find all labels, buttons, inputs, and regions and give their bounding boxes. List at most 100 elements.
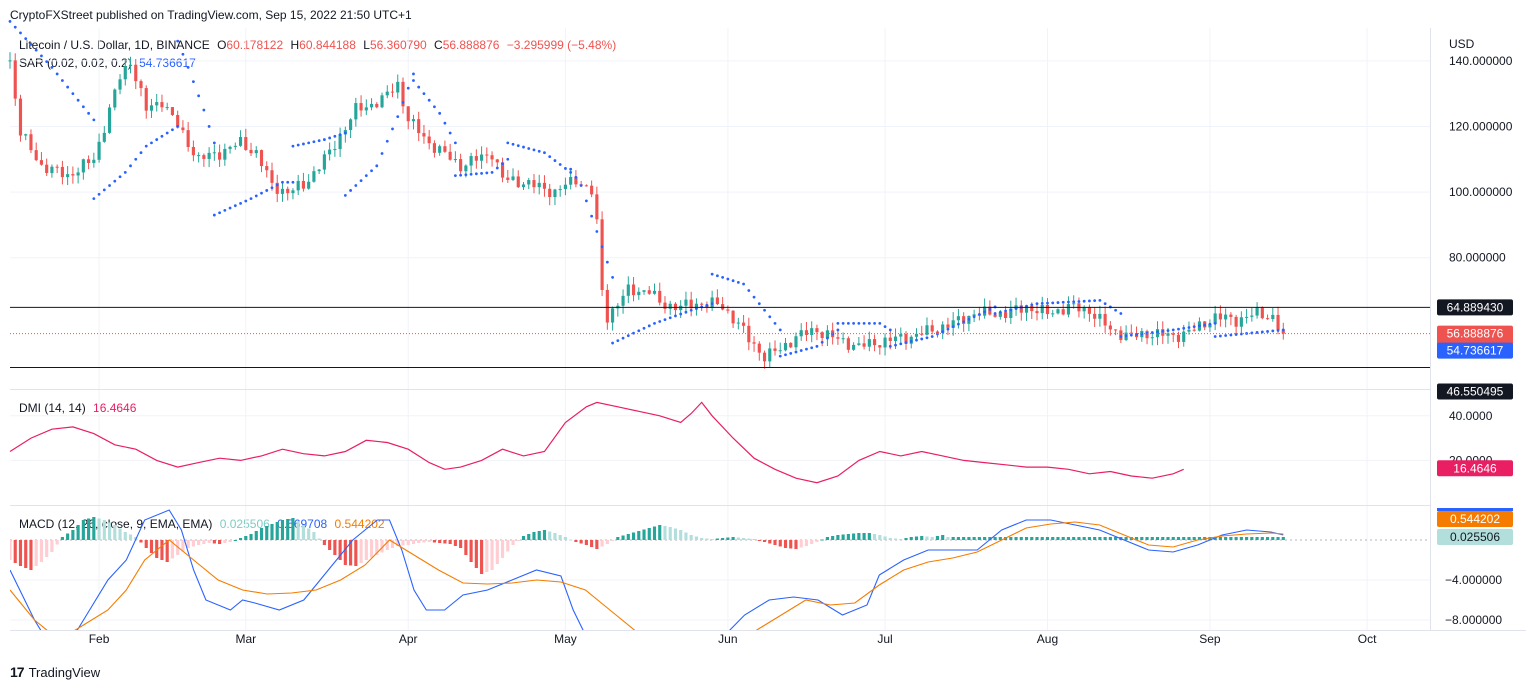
sar-dot: [731, 279, 735, 283]
sar-dot: [742, 282, 745, 286]
macd-hist-bar: [301, 525, 306, 540]
sar-dot: [763, 308, 766, 312]
sar-dot: [1088, 299, 1091, 303]
macd-hist-bar: [941, 535, 945, 540]
candle-body: [694, 303, 698, 309]
macd-hist-bar: [139, 540, 143, 543]
macd-hist-bar: [721, 538, 725, 540]
macd-hist-bar: [390, 540, 395, 548]
sar-dot: [537, 149, 541, 153]
sar-dot: [747, 289, 751, 292]
macd-hist-bar: [45, 540, 49, 557]
macd-hist-bar: [783, 540, 788, 548]
sar-dot: [684, 310, 688, 314]
macd-hist-bar: [485, 540, 489, 572]
macd-hist-bar: [1265, 537, 1270, 540]
sar-dot: [19, 31, 22, 35]
macd-hist-bar: [537, 531, 541, 540]
sar-dot: [265, 189, 269, 192]
candle-body: [820, 332, 824, 339]
macd-hist-bar: [10, 540, 12, 560]
candle-body: [768, 348, 772, 362]
sar-dot: [1051, 301, 1055, 305]
macd-hist-bar: [977, 537, 981, 540]
candle-body: [815, 328, 819, 333]
candle-body: [238, 136, 243, 146]
macd-hist-bar: [480, 540, 484, 574]
sar-dot: [92, 118, 96, 122]
macd-hist-bar: [490, 540, 494, 570]
candle-body: [459, 159, 463, 172]
macd-hist-bar: [951, 537, 955, 540]
sar-dot: [191, 80, 195, 84]
sar-label[interactable]: SAR (0.02, 0.02, 0.2): [19, 56, 132, 70]
macd-hist-bar: [967, 537, 971, 540]
signal-price-label-bg: [1437, 511, 1513, 527]
macd-hist-bar: [873, 534, 877, 540]
time-axis[interactable]: Feb Mar Apr May Jun Jul Aug Sep Oct: [89, 632, 1377, 646]
macd-hist-bar: [778, 540, 782, 547]
sar-dot: [1213, 335, 1217, 338]
sar-dot: [820, 340, 824, 344]
sar-dot: [679, 312, 683, 316]
sar-dot: [375, 164, 379, 168]
macd-hist-bar: [631, 532, 636, 540]
macd-hist-bar: [354, 540, 358, 566]
sar-dot: [1219, 334, 1222, 338]
candle-body: [1239, 317, 1243, 327]
sar-dot: [45, 60, 49, 64]
price-axis[interactable]: 140.000000 120.000000 100.000000 80.000000 4…: [1445, 54, 1513, 627]
macd-hist-bar: [259, 528, 264, 540]
candle-body: [658, 290, 662, 303]
sar-dot: [260, 191, 263, 195]
macd-hist-bar: [1250, 537, 1254, 540]
time-tick-label: Jun: [718, 632, 737, 646]
sar-dot: [852, 321, 856, 325]
macd-hist-bar: [333, 540, 337, 555]
sar-dot: [543, 151, 546, 155]
candle-body: [548, 188, 552, 198]
macd-hist-bar: [914, 536, 919, 540]
sar-dot: [810, 346, 814, 350]
candle-body: [600, 219, 604, 290]
sar-dot: [1119, 312, 1123, 315]
macd-hist-bar: [600, 540, 604, 547]
macd-hist-bar: [558, 535, 562, 540]
macd-hist-bar: [616, 537, 620, 540]
macd-hist-bar: [13, 540, 17, 563]
sar-dot: [569, 167, 573, 171]
macd-label[interactable]: MACD (12, 26, close, 9, EMA, EMA): [19, 517, 213, 531]
candle-body: [165, 107, 169, 109]
dmi-label[interactable]: DMI (14, 14): [19, 401, 86, 415]
macd-hist-bar: [810, 540, 814, 544]
candle-body: [904, 334, 908, 344]
sar-dot: [1171, 328, 1175, 332]
macd-hist-bar: [495, 540, 499, 564]
macd-hist-bar: [904, 538, 908, 540]
macd-hist-bar: [1229, 537, 1233, 540]
sar-dot: [1046, 301, 1049, 305]
candle-body: [1098, 313, 1102, 319]
resistance-label-bg: [1437, 299, 1513, 316]
macd-hist-bar: [909, 537, 913, 540]
sar-dot: [312, 140, 316, 144]
macd-hist-bar: [574, 540, 578, 542]
candle-body: [637, 291, 641, 296]
candle-body: [778, 350, 782, 352]
candle-body: [438, 146, 442, 153]
macd-hist-bar: [144, 540, 148, 548]
macd-hist-bar: [899, 539, 903, 540]
macd-hist-bar: [1103, 537, 1107, 540]
candle-body: [799, 330, 803, 337]
symbol-title[interactable]: Litecoin / U.S. Dollar, 1D, BINANCE: [19, 38, 210, 52]
macd-hist-bar: [893, 538, 898, 540]
candle-body: [223, 148, 227, 160]
sar-dot: [81, 105, 85, 109]
candle-body: [757, 343, 761, 353]
macd-hist-bar: [700, 538, 704, 540]
candle-body: [469, 156, 473, 166]
candle-body: [1035, 311, 1039, 314]
macd-hist-bar: [679, 530, 683, 540]
macd-hist-bar: [726, 537, 730, 540]
